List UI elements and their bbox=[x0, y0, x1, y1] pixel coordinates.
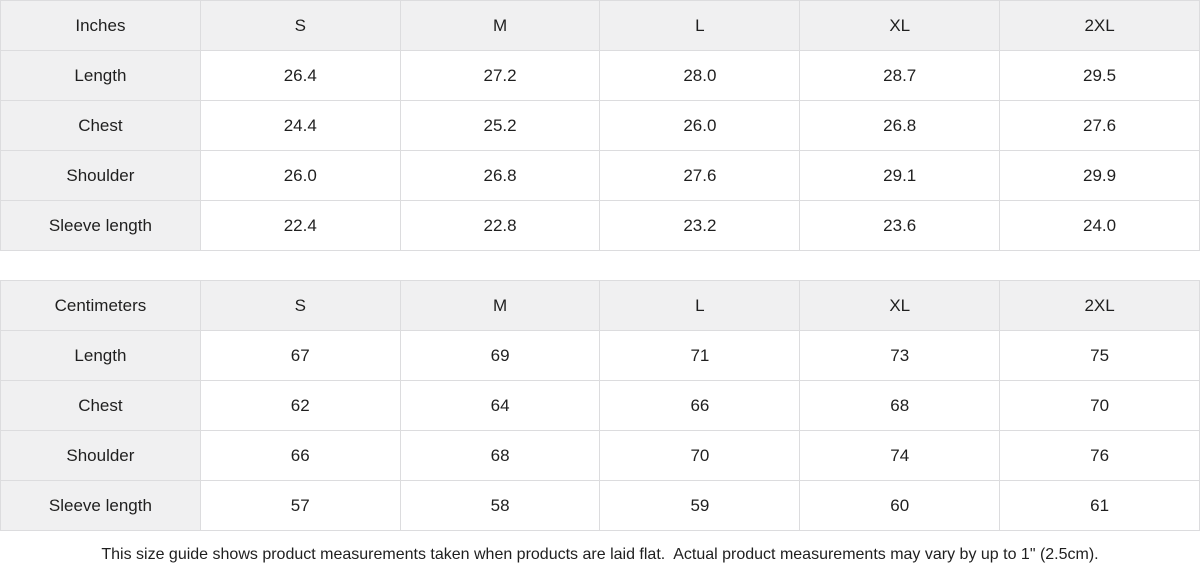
row-label-cell: Shoulder bbox=[0, 150, 201, 201]
column-header-cell-xl: XL bbox=[799, 0, 1001, 51]
size-value-cell: 62 bbox=[199, 380, 401, 431]
column-header-cell-l: L bbox=[599, 0, 801, 51]
size-value-cell: 28.7 bbox=[799, 50, 1001, 101]
size-value-cell: 26.0 bbox=[199, 150, 401, 201]
row-label-cell: Length bbox=[0, 330, 201, 381]
row-label-cell: Chest bbox=[0, 100, 201, 151]
row-label-cell: Chest bbox=[0, 380, 201, 431]
size-value-cell: 29.9 bbox=[999, 150, 1200, 201]
size-value-cell: 64 bbox=[399, 380, 601, 431]
size-value-cell: 76 bbox=[999, 430, 1200, 481]
inches-unit-header-cell: Inches bbox=[0, 0, 201, 51]
size-value-cell: 25.2 bbox=[399, 100, 601, 151]
size-value-cell: 27.2 bbox=[399, 50, 601, 101]
centimeters-unit-header-cell: Centimeters bbox=[0, 280, 201, 331]
size-value-cell: 61 bbox=[999, 480, 1200, 531]
column-header-cell-m: M bbox=[399, 0, 601, 51]
size-value-cell: 75 bbox=[999, 330, 1200, 381]
column-header-cell-s: S bbox=[199, 280, 401, 331]
size-value-cell: 27.6 bbox=[599, 150, 801, 201]
column-header-cell-m: M bbox=[399, 280, 601, 331]
size-value-cell: 22.8 bbox=[399, 200, 601, 251]
inches-header-row: Inches S M L XL 2XL bbox=[0, 0, 1200, 51]
column-header-cell-2xl: 2XL bbox=[999, 280, 1200, 331]
size-value-cell: 26.8 bbox=[799, 100, 1001, 151]
size-value-cell: 29.5 bbox=[999, 50, 1200, 101]
table-row: Chest 24.4 25.2 26.0 26.8 27.6 bbox=[0, 100, 1200, 151]
row-label-cell: Length bbox=[0, 50, 201, 101]
size-value-cell: 71 bbox=[599, 330, 801, 381]
size-value-cell: 70 bbox=[999, 380, 1200, 431]
size-value-cell: 27.6 bbox=[999, 100, 1200, 151]
size-value-cell: 23.6 bbox=[799, 200, 1001, 251]
row-label-cell: Sleeve length bbox=[0, 200, 201, 251]
size-guide-note: This size guide shows product measuremen… bbox=[0, 531, 1200, 579]
size-value-cell: 60 bbox=[799, 480, 1001, 531]
size-value-cell: 73 bbox=[799, 330, 1001, 381]
size-value-cell: 26.4 bbox=[199, 50, 401, 101]
table-row: Shoulder 66 68 70 74 76 bbox=[0, 430, 1200, 481]
size-value-cell: 69 bbox=[399, 330, 601, 381]
inches-table: Inches S M L XL 2XL Length 26.4 27.2 28.… bbox=[0, 0, 1200, 251]
size-value-cell: 22.4 bbox=[199, 200, 401, 251]
size-value-cell: 29.1 bbox=[799, 150, 1001, 201]
table-row: Sleeve length 57 58 59 60 61 bbox=[0, 480, 1200, 531]
size-value-cell: 24.4 bbox=[199, 100, 401, 151]
column-header-cell-xl: XL bbox=[799, 280, 1001, 331]
size-value-cell: 26.0 bbox=[599, 100, 801, 151]
table-row: Shoulder 26.0 26.8 27.6 29.1 29.9 bbox=[0, 150, 1200, 201]
column-header-cell-2xl: 2XL bbox=[999, 0, 1200, 51]
row-label-cell: Sleeve length bbox=[0, 480, 201, 531]
size-value-cell: 57 bbox=[199, 480, 401, 531]
centimeters-header-row: Centimeters S M L XL 2XL bbox=[0, 280, 1200, 331]
size-value-cell: 68 bbox=[799, 380, 1001, 431]
size-value-cell: 68 bbox=[399, 430, 601, 481]
centimeters-table: Centimeters S M L XL 2XL Length 67 69 71… bbox=[0, 280, 1200, 531]
size-value-cell: 66 bbox=[199, 430, 401, 481]
size-value-cell: 66 bbox=[599, 380, 801, 431]
size-value-cell: 70 bbox=[599, 430, 801, 481]
row-label-cell: Shoulder bbox=[0, 430, 201, 481]
column-header-cell-s: S bbox=[199, 0, 401, 51]
size-value-cell: 24.0 bbox=[999, 200, 1200, 251]
column-header-cell-l: L bbox=[599, 280, 801, 331]
size-value-cell: 23.2 bbox=[599, 200, 801, 251]
table-gap-spacer bbox=[0, 251, 1200, 280]
size-value-cell: 74 bbox=[799, 430, 1001, 481]
table-row: Length 26.4 27.2 28.0 28.7 29.5 bbox=[0, 50, 1200, 101]
size-value-cell: 26.8 bbox=[399, 150, 601, 201]
table-row: Chest 62 64 66 68 70 bbox=[0, 380, 1200, 431]
size-value-cell: 58 bbox=[399, 480, 601, 531]
size-value-cell: 67 bbox=[199, 330, 401, 381]
size-value-cell: 59 bbox=[599, 480, 801, 531]
size-value-cell: 28.0 bbox=[599, 50, 801, 101]
table-row: Sleeve length 22.4 22.8 23.2 23.6 24.0 bbox=[0, 200, 1200, 251]
table-row: Length 67 69 71 73 75 bbox=[0, 330, 1200, 381]
